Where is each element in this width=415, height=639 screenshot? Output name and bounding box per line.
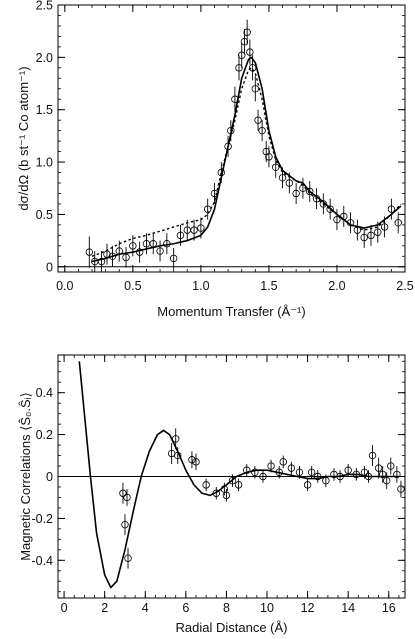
data-point — [243, 466, 251, 474]
data-point — [246, 48, 254, 56]
data-point — [156, 247, 164, 255]
x-tick-label: 10 — [260, 601, 274, 615]
y-tick-label: -0.2 — [31, 512, 53, 526]
x-tick-label: 2 — [101, 601, 108, 615]
x-tick-label: 12 — [301, 601, 315, 615]
y-axis-title: Magnetic Correlations ⟨Ŝ₀.Ŝᵢ⟩ — [18, 392, 33, 561]
data-point — [387, 205, 396, 213]
dashed-curve — [91, 67, 402, 257]
data-point — [295, 468, 304, 477]
data-point — [129, 242, 137, 250]
y-tick-label: 1.5 — [36, 103, 53, 117]
data-point — [306, 187, 314, 196]
data-point — [188, 456, 196, 464]
chart-panel-2: 0 2 4 6 8 10 12 14 16 -0.4 -0.2 0 0.2 0.4 Radial Dista… — [18, 354, 406, 635]
y-tick-label: 1.0 — [36, 156, 53, 170]
data-point — [326, 205, 334, 213]
data-point — [259, 472, 267, 481]
data-point — [397, 485, 405, 493]
data-point — [307, 468, 316, 477]
data-point — [265, 153, 273, 161]
y-tick-label: 0.5 — [36, 208, 53, 222]
x-tick-label: 4 — [142, 601, 149, 615]
data-point — [228, 476, 237, 485]
data-point — [314, 472, 322, 481]
data-point — [122, 253, 130, 262]
data-point — [383, 476, 391, 485]
data-point — [235, 64, 243, 72]
x-tick-label: 1.0 — [192, 279, 209, 293]
chart-panel-1: 0.0 0.5 1.0 1.5 2.0 2.5 0 0.5 1.0 1.5 2.0 2.5 Moment… — [16, 0, 414, 319]
data-point — [85, 248, 93, 256]
x-tick-label: 2.0 — [328, 279, 345, 293]
data-point — [238, 51, 246, 59]
solid-curve — [78, 361, 399, 589]
data-point — [267, 462, 275, 470]
data-point — [240, 37, 249, 46]
y-tick-label: 0.2 — [36, 428, 53, 442]
data-point — [278, 174, 287, 182]
data-point — [190, 226, 198, 234]
x-tick-label: 0.5 — [124, 279, 141, 293]
data-point — [97, 257, 106, 266]
plot-frame — [57, 4, 406, 273]
data-point — [251, 85, 260, 93]
data-point — [394, 219, 402, 227]
y-tick-label: 0.4 — [36, 386, 53, 400]
data-point — [367, 231, 375, 240]
data-point — [374, 228, 382, 236]
data-point — [258, 126, 266, 135]
data-point — [279, 458, 287, 466]
data-point — [360, 233, 368, 242]
x-axis-title: Momentum Transfer (Å⁻¹) — [157, 304, 305, 319]
x-tick-label: 2.5 — [396, 279, 413, 293]
y-tick-label: -0.4 — [31, 554, 53, 568]
data-point — [119, 489, 127, 497]
data-point — [124, 554, 132, 562]
data-point — [222, 491, 231, 500]
y-tick-label: 0 — [46, 260, 53, 274]
solid-curve — [91, 56, 402, 263]
data-point — [202, 481, 210, 489]
data-point — [197, 224, 205, 232]
data-point — [285, 179, 294, 187]
x-tick-label: 6 — [182, 601, 189, 615]
data-point — [380, 223, 389, 231]
data-point — [108, 252, 117, 260]
data-point — [169, 254, 178, 263]
data-point — [292, 189, 300, 198]
data-point — [251, 468, 259, 477]
x-tick-label: 0.0 — [56, 279, 73, 293]
x-tick-label: 16 — [382, 601, 396, 615]
data-point — [254, 116, 262, 124]
data-point — [344, 466, 352, 474]
data-point — [234, 481, 243, 489]
data-point — [287, 464, 296, 472]
data-point — [121, 520, 129, 529]
data-point — [333, 215, 341, 224]
data-point — [303, 481, 312, 489]
data-point — [123, 493, 131, 502]
data-point — [393, 470, 401, 479]
y-tick-label: 2.5 — [36, 0, 53, 13]
y-axis-title: dσ/dΩ (b st⁻¹ Co atom⁻¹) — [16, 66, 31, 210]
x-tick-label: 1.5 — [260, 279, 277, 293]
y-tick-label: 2.0 — [36, 51, 53, 65]
data-point — [192, 458, 200, 466]
data-point — [176, 231, 185, 240]
data-point — [387, 462, 395, 470]
data-point — [374, 464, 383, 472]
data-point — [368, 451, 377, 460]
data-point — [243, 28, 251, 36]
x-axis-title: Radial Distance (Å) — [176, 620, 288, 635]
x-tick-label: 14 — [341, 601, 355, 615]
y-tick-label: 0 — [46, 470, 53, 484]
data-point — [378, 470, 387, 479]
x-tick-label: 8 — [223, 601, 230, 615]
x-tick-label: 0 — [61, 601, 68, 615]
